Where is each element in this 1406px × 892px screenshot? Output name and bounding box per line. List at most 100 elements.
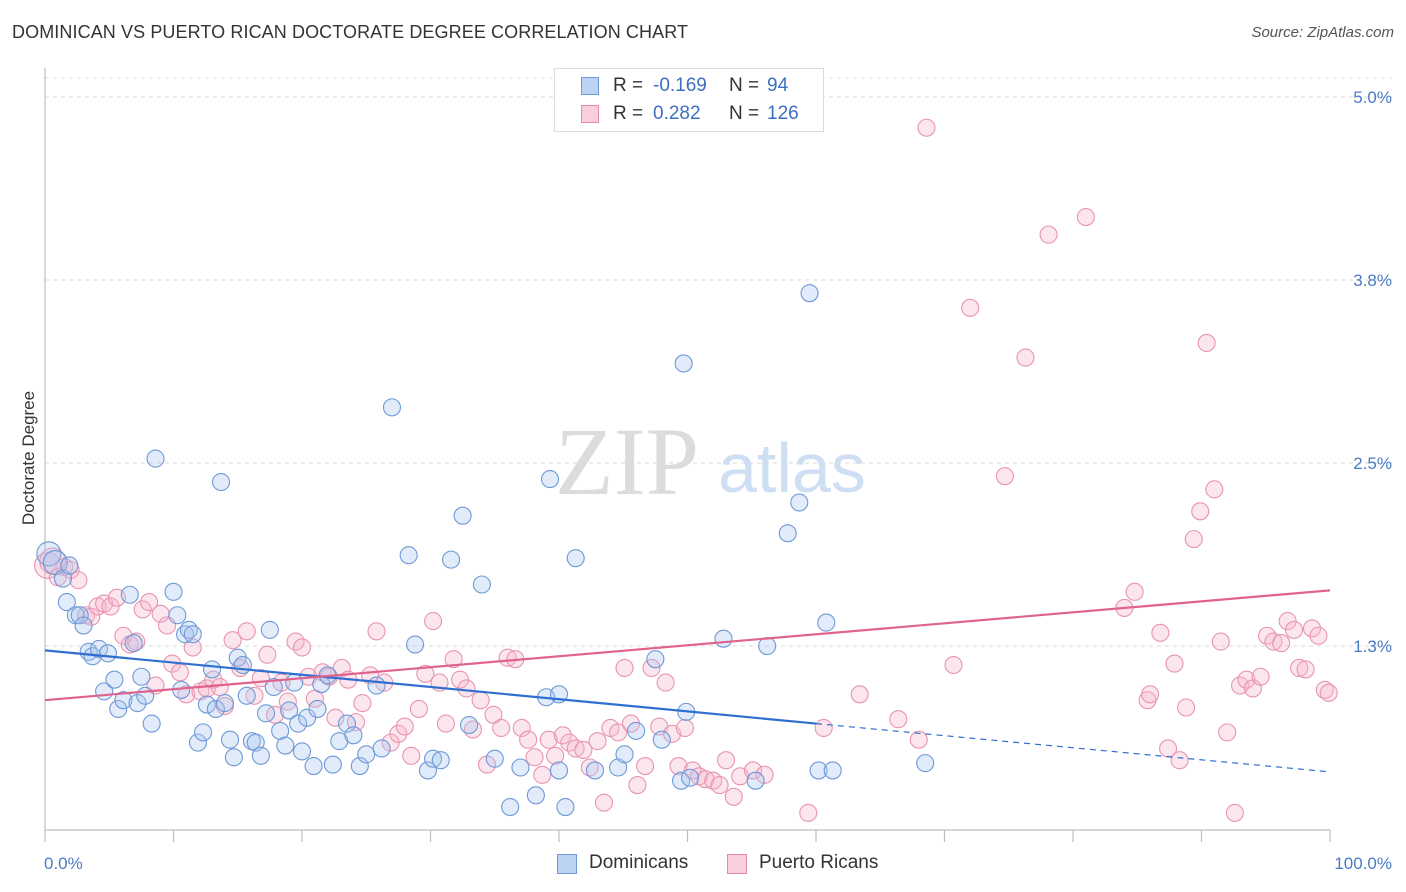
puerto-rican-point — [615, 658, 634, 678]
puerto-rican-point — [724, 787, 743, 806]
dominican-point — [556, 797, 575, 817]
puerto-rican-point — [265, 705, 285, 724]
puerto-rican-point — [353, 694, 372, 713]
puerto-rican-point — [140, 593, 159, 612]
dominican-point — [203, 660, 222, 679]
puerto-rican-point — [1076, 207, 1095, 227]
dominican-point — [237, 686, 256, 705]
trend-lines — [44, 589, 1331, 773]
puerto-rican-point — [133, 600, 152, 619]
puerto-rican-point — [395, 717, 414, 736]
puerto-rican-point — [566, 739, 585, 758]
dominican-point — [70, 606, 89, 625]
puerto-rican-point — [995, 467, 1014, 486]
puerto-rican-point — [656, 673, 675, 692]
puerto-rican-point — [1272, 634, 1291, 653]
dominican-point — [206, 699, 225, 719]
legend-swatch-dominicans — [581, 77, 599, 95]
dominican-point — [431, 751, 450, 770]
dominican-point — [790, 493, 809, 512]
dominican-point — [406, 635, 425, 654]
puerto-rican-point — [245, 686, 264, 705]
puerto-rican-point — [961, 298, 980, 317]
dominican-point — [337, 714, 357, 733]
dominican-point — [256, 704, 276, 723]
legend-n-label: N = — [729, 75, 760, 96]
puerto-rican-point — [1251, 667, 1270, 686]
dominican-point — [485, 749, 504, 768]
dominican-point — [350, 756, 369, 776]
dominican-point — [168, 606, 187, 625]
puerto-rican-point — [580, 758, 599, 777]
dominican-point — [357, 745, 376, 764]
x-tick-label: 100.0% — [1334, 854, 1392, 873]
dominican-point — [817, 613, 836, 632]
dominican-point — [142, 714, 161, 733]
dominican-point — [916, 754, 935, 773]
dominican-point — [194, 723, 213, 742]
puerto-rican-point — [743, 761, 763, 780]
dominican-point — [264, 677, 283, 697]
dominican-points — [36, 284, 935, 817]
dominican-point — [120, 585, 139, 604]
dominican-point — [566, 549, 585, 568]
puerto-rican-point — [409, 699, 428, 719]
y-axis-label: Doctorate Degree — [19, 391, 38, 525]
dominican-point — [146, 449, 165, 468]
correlation-legend: R = -0.169 N = 94 R = 0.282 N = 126 — [554, 68, 824, 132]
puerto-rican-point — [1290, 658, 1309, 678]
legend-r-value: -0.169 — [653, 75, 707, 96]
dominican-point — [233, 655, 252, 675]
dominican-point — [164, 582, 183, 601]
axes — [44, 68, 1331, 842]
y-tick-label: 1.3% — [1353, 637, 1392, 656]
puerto-rican-point — [292, 638, 312, 657]
y-tick-label: 3.8% — [1353, 271, 1392, 290]
puerto-rican-point — [1125, 582, 1144, 601]
puerto-rican-point — [1191, 502, 1210, 521]
dominican-point — [549, 761, 569, 780]
dominican-point — [609, 758, 628, 777]
dominican-point — [344, 726, 363, 745]
dominican-point — [540, 470, 560, 489]
puerto-rican-point — [1205, 480, 1224, 499]
chart-source: Source: ZipAtlas.com — [1251, 24, 1394, 41]
puerto-rican-point — [1302, 619, 1322, 638]
puerto-rican-point — [669, 756, 688, 776]
puerto-rican-point — [444, 650, 463, 669]
dominican-point — [367, 676, 386, 695]
dominican-point — [124, 634, 143, 653]
dominican-point — [778, 524, 797, 543]
puerto-rican-point — [1165, 654, 1184, 673]
puerto-rican-point — [457, 679, 476, 698]
puerto-rican-point — [1218, 723, 1237, 742]
dominican-point — [372, 739, 391, 758]
puerto-rican-point — [326, 708, 345, 727]
dominican-point — [132, 667, 151, 686]
legend-r-value: 0.282 — [653, 103, 701, 124]
puerto-rican-point — [237, 622, 256, 641]
puerto-rican-point — [346, 713, 366, 732]
puerto-rican-point — [850, 685, 869, 704]
puerto-rican-point — [1319, 683, 1338, 702]
puerto-rican-point — [628, 776, 647, 795]
x-tick-label: 0.0% — [44, 854, 83, 873]
dominican-trend-line — [44, 649, 817, 725]
dominican-point — [442, 550, 461, 569]
puerto-rican-point — [1211, 632, 1230, 651]
puerto-rican-trend-line — [44, 589, 1331, 702]
y-tick-label: 2.5% — [1353, 454, 1392, 473]
puerto-rican-point — [210, 677, 229, 697]
puerto-rican-point — [1039, 225, 1058, 244]
legend-swatch-dominicans — [557, 854, 577, 874]
dominican-point — [224, 748, 243, 767]
puerto-rican-point — [1170, 751, 1189, 770]
dominican-point — [74, 616, 93, 635]
legend-r-label: R = — [613, 103, 644, 124]
dominican-point — [800, 284, 819, 303]
dominican-point — [418, 761, 437, 780]
dominican-point — [304, 756, 323, 776]
legend-n-value: 94 — [767, 75, 789, 96]
dominican-point — [280, 701, 299, 720]
